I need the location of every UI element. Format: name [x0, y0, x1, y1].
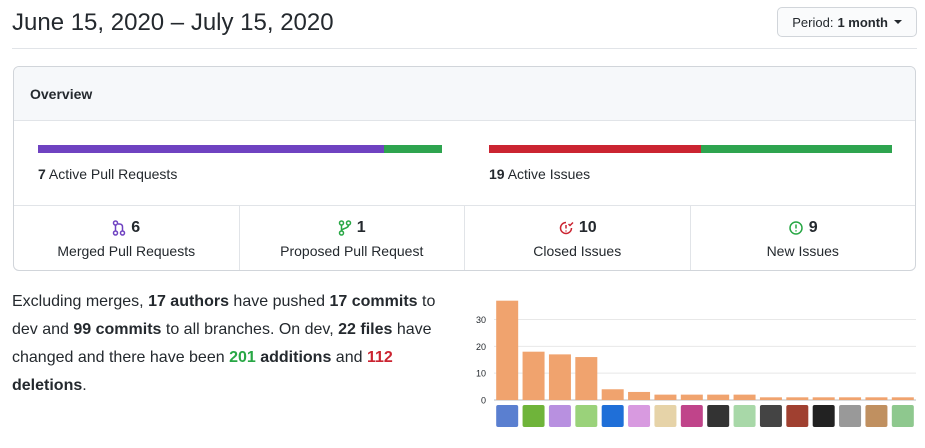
- merged-prs-count: 6: [131, 219, 141, 236]
- bar-author-12[interactable]: [786, 397, 809, 400]
- open-pr-icon: [338, 220, 352, 236]
- pr-progress-bar[interactable]: [38, 145, 442, 153]
- stat-new-issues[interactable]: 9 New Issues: [691, 206, 916, 270]
- bar-author-16[interactable]: [891, 397, 914, 400]
- avatar-author-11[interactable]: [759, 405, 782, 427]
- avatar-author-7[interactable]: [654, 405, 677, 427]
- bar-author-3[interactable]: [548, 354, 571, 400]
- closed-issues-count: 10: [578, 219, 597, 236]
- new-issue-icon: [789, 221, 803, 235]
- bar-author-1[interactable]: [496, 300, 519, 400]
- pr-merged-segment: [38, 145, 385, 153]
- active-prs-count: 7: [38, 166, 46, 182]
- closed-issues-label: Closed Issues: [533, 243, 622, 259]
- bar-author-15[interactable]: [865, 397, 888, 400]
- avatar-author-9[interactable]: [707, 405, 730, 427]
- commit-summary: Excluding merges, 17 authors have pushed…: [12, 293, 436, 394]
- contributors-chart: 0 10 20 30: [476, 300, 916, 427]
- stat-proposed-pr[interactable]: 1 Proposed Pull Request: [240, 206, 465, 270]
- bar-author-2[interactable]: [522, 351, 545, 400]
- additions-count: 201: [229, 349, 256, 366]
- avatar-author-5[interactable]: [601, 405, 624, 427]
- active-prs-text: Active Pull Requests: [48, 166, 178, 182]
- divider: [12, 48, 917, 49]
- bar-author-10[interactable]: [733, 394, 756, 400]
- avatar-author-4[interactable]: [575, 405, 598, 427]
- active-prs-label[interactable]: 7 Active Pull Requests: [38, 166, 177, 182]
- overview-stats: 6 Merged Pull Requests 1 Proposed Pull R…: [14, 206, 916, 270]
- files-link[interactable]: 22 files: [338, 321, 393, 338]
- pr-open-segment: [384, 145, 442, 153]
- avatar-author-2[interactable]: [522, 405, 545, 427]
- proposed-pr-count: 1: [356, 219, 366, 236]
- y-tick-label: 0: [481, 396, 486, 406]
- avatar-author-1[interactable]: [496, 405, 519, 427]
- avatar-author-8[interactable]: [680, 405, 703, 427]
- caret-down-icon: [894, 20, 902, 24]
- stat-merged-prs[interactable]: 6 Merged Pull Requests: [14, 206, 240, 270]
- stat-closed-issues[interactable]: 10 Closed Issues: [465, 206, 691, 270]
- avatar-author-12[interactable]: [786, 405, 809, 427]
- period-dropdown[interactable]: Period: 1 month: [777, 7, 917, 37]
- page-title: June 15, 2020 – July 15, 2020: [12, 9, 334, 36]
- merged-pr-icon: [113, 220, 126, 236]
- y-tick-label: 30: [476, 315, 486, 325]
- issues-closed-segment: [489, 145, 701, 153]
- overview-box: Overview 7 Active Pull Requests 19 Activ…: [13, 66, 916, 271]
- authors-link[interactable]: 17 authors: [148, 293, 229, 310]
- proposed-pr-label: Proposed Pull Request: [280, 243, 424, 259]
- avatar-author-16[interactable]: [891, 405, 914, 427]
- active-issues-label[interactable]: 19 Active Issues: [489, 166, 590, 182]
- bar-author-4[interactable]: [575, 357, 598, 400]
- y-tick-label: 10: [476, 369, 486, 379]
- avatar-author-15[interactable]: [865, 405, 888, 427]
- avatar-author-10[interactable]: [733, 405, 756, 427]
- y-tick-label: 20: [476, 342, 486, 352]
- bar-author-14[interactable]: [839, 397, 862, 400]
- bar-author-6[interactable]: [628, 391, 651, 400]
- bar-author-11[interactable]: [759, 397, 782, 400]
- period-value: 1 month: [837, 14, 888, 30]
- avatar-author-14[interactable]: [839, 405, 862, 427]
- overview-title: Overview: [14, 67, 915, 121]
- bar-author-13[interactable]: [812, 397, 835, 400]
- active-issues-count: 19: [489, 166, 505, 182]
- avatar-author-6[interactable]: [628, 405, 651, 427]
- closed-issue-icon: [559, 221, 574, 235]
- active-issues-text: Active Issues: [507, 166, 591, 182]
- overview-bars: 7 Active Pull Requests 19 Active Issues: [14, 121, 915, 206]
- bar-author-9[interactable]: [707, 394, 730, 400]
- all-commits-link[interactable]: 99 commits: [73, 321, 162, 338]
- bar-author-7[interactable]: [654, 394, 677, 400]
- bar-author-8[interactable]: [680, 394, 703, 400]
- issues-progress-bar[interactable]: [489, 145, 892, 153]
- period-label: Period:: [792, 14, 834, 30]
- avatar-author-13[interactable]: [812, 405, 835, 427]
- avatar-author-3[interactable]: [548, 405, 571, 427]
- new-issues-label: New Issues: [766, 243, 839, 259]
- issues-open-segment: [700, 145, 892, 153]
- commits-link[interactable]: 17 commits: [329, 293, 418, 310]
- bar-author-5[interactable]: [601, 389, 624, 400]
- deletions-count: 112: [366, 349, 393, 366]
- new-issues-count: 9: [808, 219, 818, 236]
- merged-prs-label: Merged Pull Requests: [57, 243, 196, 259]
